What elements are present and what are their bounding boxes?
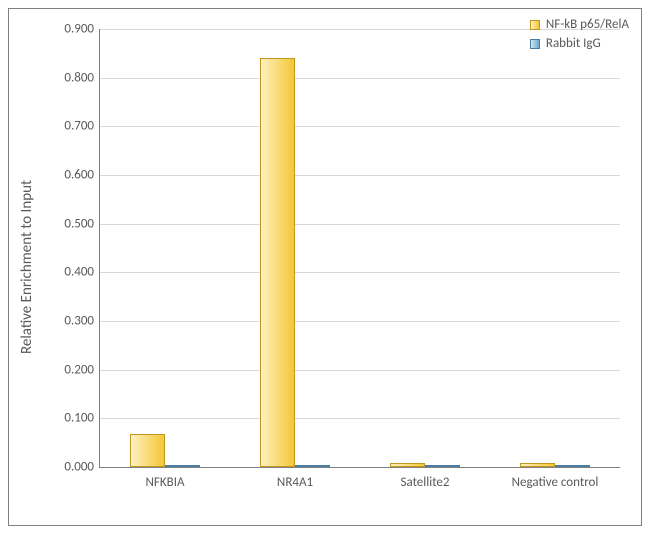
gridline [100, 78, 620, 79]
gridline [100, 370, 620, 371]
y-tick-label: 0.800 [64, 70, 94, 85]
gridline [100, 224, 620, 225]
y-tick-label: 0.500 [64, 216, 94, 231]
y-tick-label: 0.600 [64, 168, 94, 183]
gridline [100, 418, 620, 419]
legend: NF-kB p65/RelA Rabbit IgG [530, 17, 629, 55]
bar-rabbit-igg [555, 465, 590, 467]
legend-label: Rabbit IgG [546, 36, 601, 51]
gridline [100, 321, 620, 322]
y-tick-label: 0.200 [64, 362, 94, 377]
y-axis-title: Relative Enrichment to Input [18, 180, 36, 354]
bar-nf-kb-p65-rela [260, 58, 295, 467]
bar-nf-kb-p65-rela [130, 434, 165, 467]
chart-container: Relative Enrichment to Input 0.0000.1000… [8, 8, 642, 526]
bar-rabbit-igg [165, 465, 200, 467]
category-label: Satellite2 [401, 475, 450, 490]
plot-area: 0.0000.1000.2000.3000.4000.5000.6000.700… [99, 29, 620, 468]
bar-rabbit-igg [295, 465, 330, 467]
legend-label: NF-kB p65/RelA [546, 17, 629, 32]
gridline [100, 175, 620, 176]
gridline [100, 272, 620, 273]
legend-swatch [530, 39, 540, 49]
legend-swatch [530, 20, 540, 30]
bar-nf-kb-p65-rela [390, 463, 425, 467]
y-tick-label: 0.100 [64, 411, 94, 426]
y-tick-label: 0.400 [64, 265, 94, 280]
y-tick-label: 0.300 [64, 314, 94, 329]
y-tick-label: 0.900 [64, 22, 94, 37]
category-label: NR4A1 [277, 475, 313, 490]
bar-rabbit-igg [425, 465, 460, 467]
gridline [100, 126, 620, 127]
bar-nf-kb-p65-rela [520, 463, 555, 467]
category-label: Negative control [512, 475, 599, 490]
legend-item: NF-kB p65/RelA [530, 17, 629, 32]
y-tick-label: 0.700 [64, 119, 94, 134]
y-tick-label: 0.000 [64, 460, 94, 475]
legend-item: Rabbit IgG [530, 36, 629, 51]
category-label: NFKBIA [146, 475, 185, 490]
